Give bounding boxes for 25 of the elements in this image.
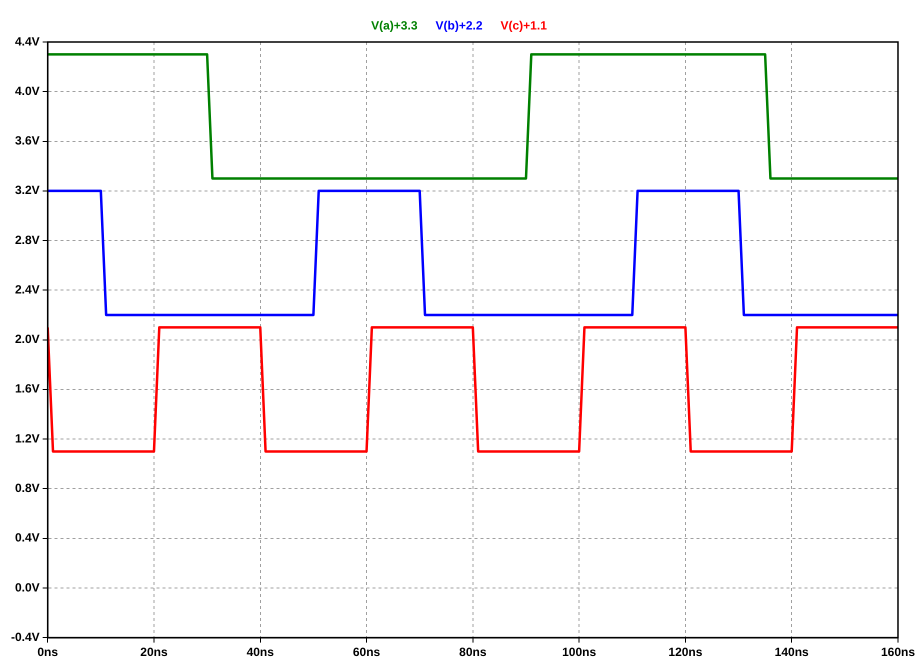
y-tick-label: 4.4V [14, 34, 40, 48]
x-tick-label: 120ns [668, 645, 703, 660]
x-tick-label: 100ns [562, 645, 596, 660]
y-tick-label: 0.4V [14, 530, 40, 545]
y-tick-label: 1.2V [14, 431, 40, 446]
x-tick-label: 0ns [37, 645, 58, 660]
y-tick-label: 3.6V [14, 134, 40, 148]
x-tick-label: 20ns [140, 645, 168, 660]
y-tick-label: 0.0V [14, 580, 40, 594]
text: V(b)+2.2 [435, 18, 483, 32]
y-tick-label: 3.2V [14, 183, 40, 198]
x-tick-label: 60ns [352, 645, 381, 660]
x-tick-label: 80ns [459, 645, 487, 660]
y-tick-label: 2.8V [14, 232, 40, 247]
y-tick-label: -0.4V [10, 630, 40, 644]
y-tick-label: 0.8V [14, 481, 40, 496]
y-tick-label: 4.0V [14, 84, 40, 98]
text: V(c)+1.1 [500, 18, 548, 32]
y-tick-label: 1.6V [14, 382, 40, 396]
x-tick-label: 40ns [246, 645, 274, 660]
text: V(a)+3.3 [371, 18, 418, 32]
y-tick-label: 2.4V [14, 282, 40, 296]
x-tick-label: 160ns [880, 645, 916, 660]
x-tick-label: 140ns [774, 645, 810, 660]
y-tick-label: 2.0V [14, 332, 40, 346]
